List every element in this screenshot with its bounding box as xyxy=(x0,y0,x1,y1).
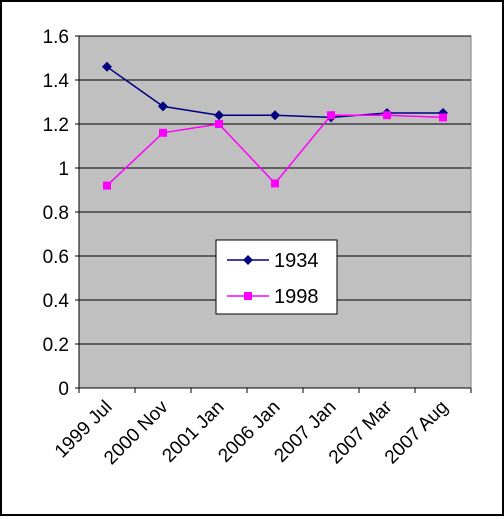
data-point-1998 xyxy=(159,128,167,137)
data-point-1998 xyxy=(271,179,279,188)
legend-marker-1998 xyxy=(244,292,252,300)
y-tick-label: 0.8 xyxy=(43,203,69,224)
data-point-1934 xyxy=(158,101,168,112)
series xyxy=(102,61,448,190)
data-point-1934 xyxy=(270,110,280,121)
data-point-1998 xyxy=(103,181,111,190)
y-tick-label: 1.4 xyxy=(43,71,70,92)
axes xyxy=(78,36,471,389)
data-point-1934 xyxy=(214,110,224,121)
y-tick-label: 0.2 xyxy=(43,335,69,356)
y-tick-label: 1.2 xyxy=(43,115,69,136)
legend-entry-1998: 1998 xyxy=(227,286,319,308)
legend-marker-1934 xyxy=(243,255,253,265)
y-tick-labels: 0 0.2 0.4 0.6 0.8 1 1.2 1.4 1.6 xyxy=(43,27,70,400)
data-point-1998 xyxy=(327,111,335,120)
data-point-1998 xyxy=(439,113,447,122)
y-tick-label: 0.4 xyxy=(43,291,70,312)
legend-label-1934: 1934 xyxy=(274,250,319,272)
y-tick-label: 1 xyxy=(58,159,69,180)
data-point-1998 xyxy=(215,120,223,128)
legend-box xyxy=(215,239,338,315)
legend-entry-1934: 1934 xyxy=(227,250,319,272)
legend: 1934 1998 xyxy=(215,239,338,315)
data-point-1934 xyxy=(102,61,112,72)
y-tick-label: 0.6 xyxy=(43,247,69,268)
data-point-1998 xyxy=(383,111,391,120)
series-1998 xyxy=(103,111,447,190)
legend-label-1998: 1998 xyxy=(274,286,319,308)
y-tick-label: 1.6 xyxy=(43,27,69,48)
y-tick-label: 0 xyxy=(58,379,69,400)
